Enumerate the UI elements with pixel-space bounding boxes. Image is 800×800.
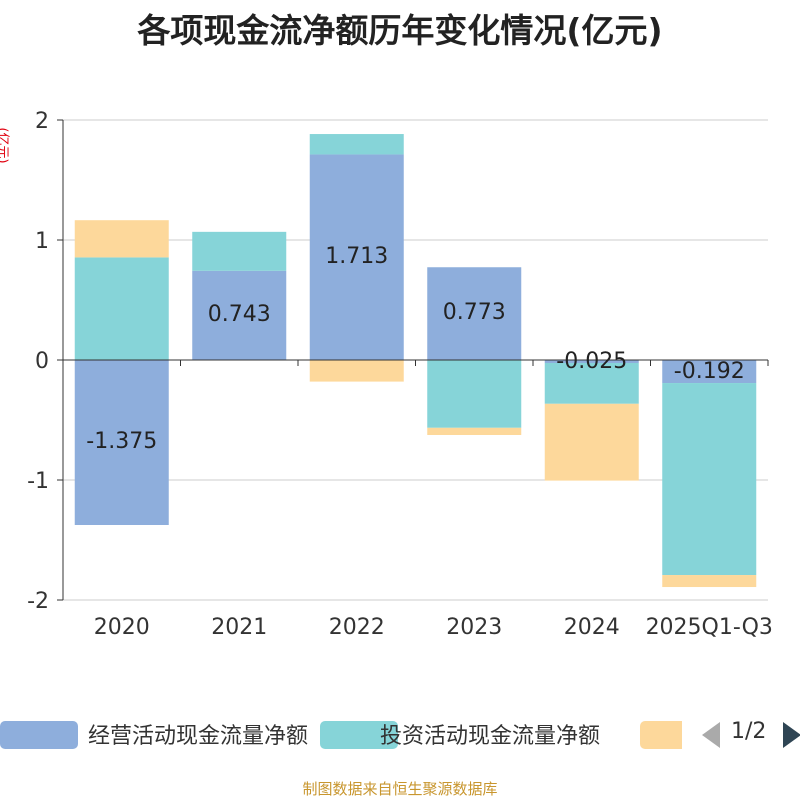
bar-2025Q1-Q3-series-2 [662,575,757,588]
bar-2024-series-2 [544,403,639,481]
legend-swatch-operating [0,721,78,749]
x-tick-label-2020: 2020 [94,615,150,640]
x-tick-label-2025Q1-Q3: 2025Q1-Q3 [646,615,773,640]
bar-2025Q1-Q3-series-0 [662,360,757,384]
legend-prev-page-icon[interactable] [702,722,720,748]
legend-label-operating: 经营活动现金流量净额 [88,724,309,749]
axes [57,119,769,601]
bar-2023-series-1 [427,360,522,428]
chart-canvas: 2 1 0 -1 -2 2020 2021 2022 2023 2024 2025Q1-Q3 -1.… [27,109,773,640]
data-label-2024: -0.025 [556,349,627,374]
data-label-2022: 1.713 [325,244,388,269]
x-tick-label-2021: 2021 [211,615,267,640]
y-tick-label: -1 [27,469,49,494]
bar-2020-series-0 [74,360,169,525]
chart-title: 各项现金流净额历年变化情况(亿元) [137,11,663,50]
bar-2023-series-0 [427,267,522,360]
grid-lines [63,119,768,601]
x-tick-label-2022: 2022 [329,615,385,640]
bar-2022-series-2 [309,360,404,382]
data-label-2023: 0.773 [443,300,506,325]
bar-2022-series-0 [309,154,404,360]
y-tick-label: 2 [35,109,49,134]
y-tick-label: 1 [35,229,49,254]
bar-2022-series-1 [309,134,404,155]
x-tick-label-2023: 2023 [446,615,502,640]
y-tick-label: 0 [35,349,49,374]
legend-swatch-investing [320,721,398,749]
x-tick-label-2024: 2024 [564,615,620,640]
bar-2025Q1-Q3-series-1 [662,383,757,576]
bars [74,134,757,588]
data-label-2021: 0.743 [208,302,271,327]
legend-swatch-financing [640,721,682,749]
data-label-2020: -1.375 [86,429,157,454]
bar-2020-series-1 [74,257,169,360]
y-tick-label: -2 [27,589,49,614]
bar-2024-series-1 [544,363,639,404]
bar-2024-series-0 [544,360,639,363]
tick-labels: 2 1 0 -1 -2 2020 2021 2022 2023 2024 2025Q1-Q3 [27,109,773,640]
data-label-2025Q1-Q3: -0.192 [674,359,745,384]
legend-label-investing: 投资活动现金流量净额 [380,724,601,749]
bar-2021-series-0 [192,270,287,360]
bar-2023-series-2 [427,427,522,435]
legend: 经营活动现金流量净额 投资活动现金流量净额 1/2 [0,716,800,754]
legend-page-indicator: 1/2 [731,719,767,744]
legend-next-page-icon[interactable] [783,722,800,748]
bar-2020-series-2 [74,220,169,258]
data-labels: -1.375 0.743 1.713 0.773 -0.025 -0.192 [86,244,744,454]
data-source-footer: 制图数据来自恒生聚源数据库 [302,780,498,798]
bar-2021-series-1 [192,231,287,271]
